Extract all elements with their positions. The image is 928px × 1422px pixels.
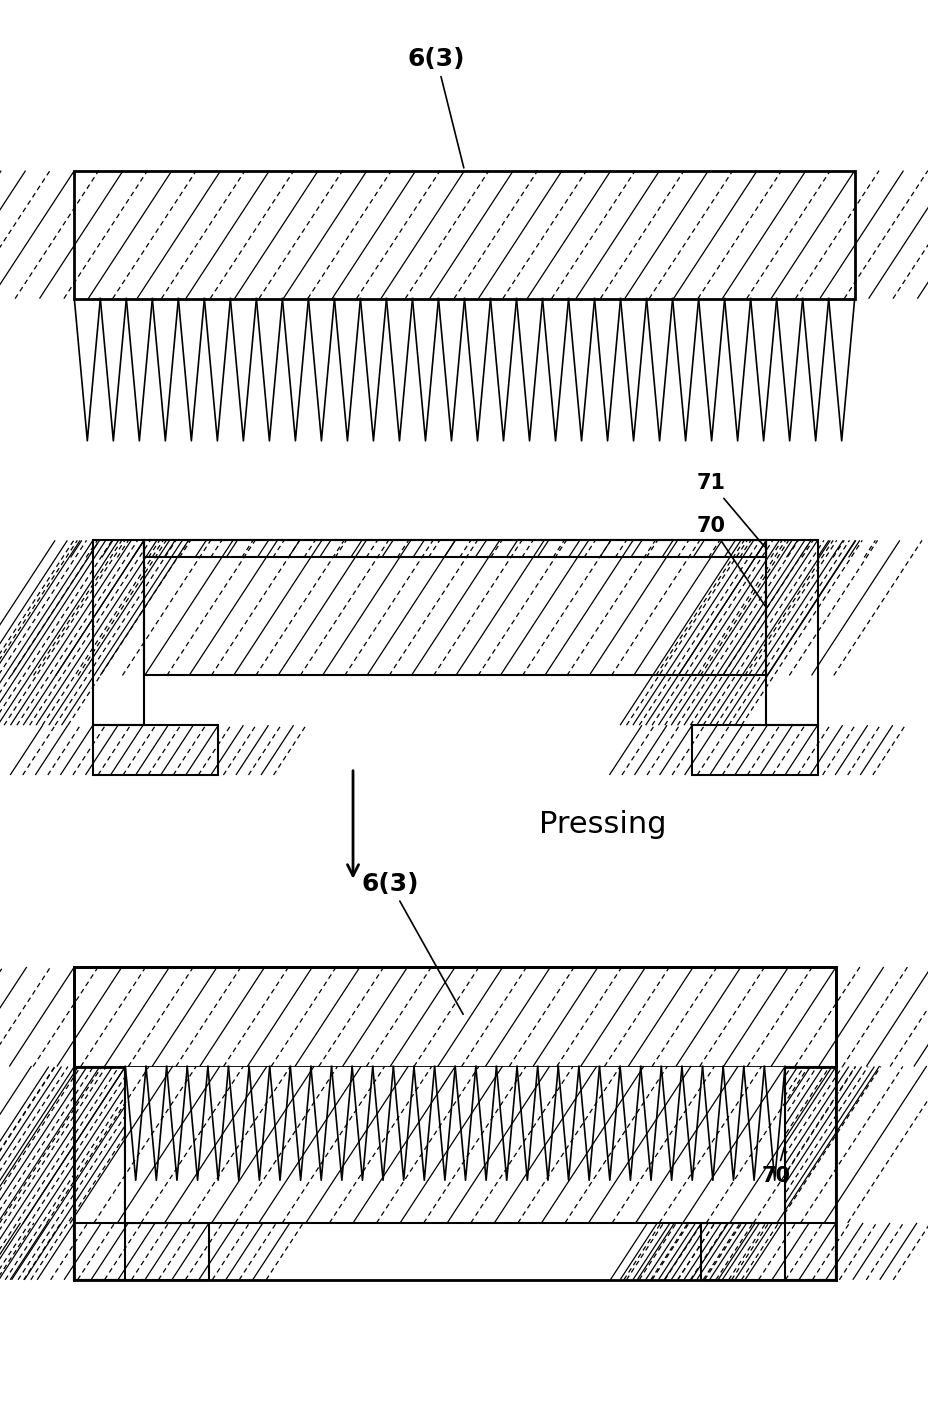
Bar [93, 725, 218, 775]
Text: 70: 70 [696, 516, 764, 606]
Bar [125, 1066, 784, 1223]
Bar [766, 540, 817, 725]
Text: 6(3): 6(3) [361, 872, 463, 1014]
Bar [144, 540, 766, 675]
Bar [74, 171, 854, 299]
Bar [125, 1066, 784, 1223]
Bar [784, 1066, 835, 1280]
Bar [784, 1066, 835, 1280]
Bar [74, 967, 835, 1066]
Bar [144, 540, 766, 675]
Bar [74, 1066, 125, 1280]
Bar [701, 1223, 835, 1280]
Bar [144, 540, 766, 557]
Bar [691, 725, 817, 775]
Bar [74, 1223, 209, 1280]
Bar [74, 967, 835, 1066]
Bar [93, 540, 144, 725]
Bar [74, 1223, 209, 1280]
Bar [766, 540, 817, 725]
Text: 6(3): 6(3) [407, 47, 465, 168]
Bar [144, 540, 766, 557]
Text: Pressing: Pressing [538, 811, 665, 839]
Bar [74, 1066, 125, 1280]
Text: 71: 71 [696, 474, 764, 547]
Bar [93, 725, 218, 775]
Bar [691, 725, 817, 775]
Bar [93, 540, 144, 725]
Text: 70: 70 [761, 1148, 790, 1186]
Bar [74, 171, 854, 299]
Bar [701, 1223, 835, 1280]
